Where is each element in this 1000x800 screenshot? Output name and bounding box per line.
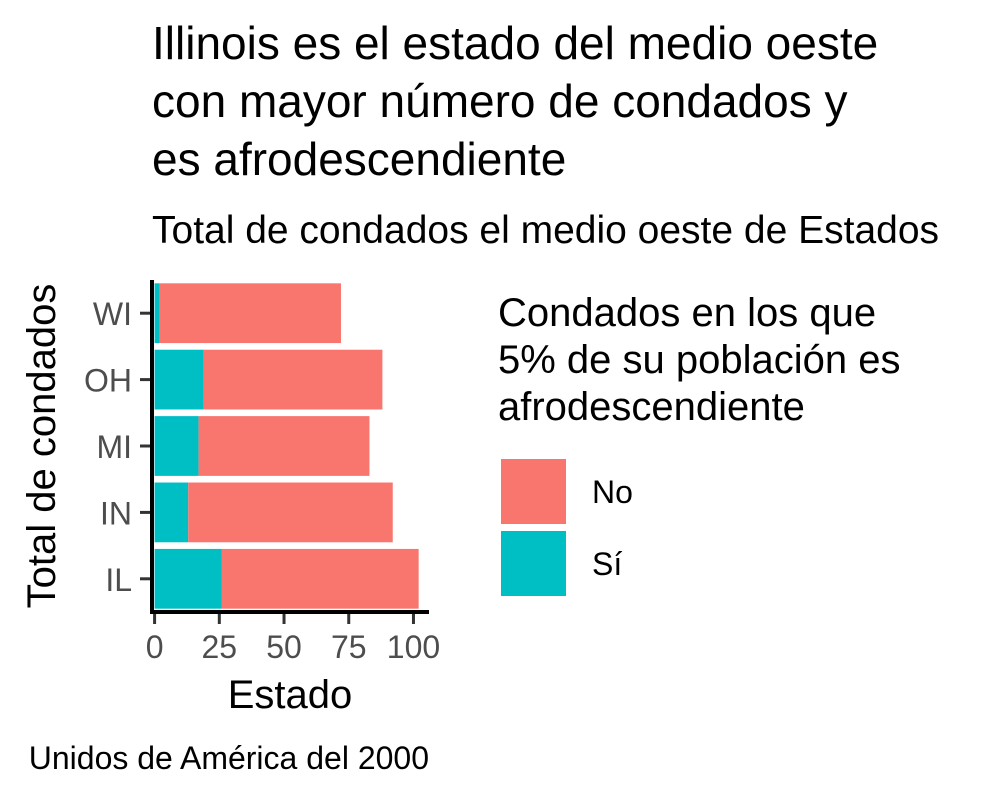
chart-title-line-3: es afrodescendiente: [152, 133, 567, 185]
bar-il-no: [221, 548, 419, 609]
x-tick-label-25: 25: [202, 629, 238, 665]
x-ticks-layer: 0 25 50 75 100: [146, 612, 440, 665]
legend-item-no: No: [498, 459, 901, 531]
legend-title-line-1: Condados en los que: [498, 291, 877, 335]
y-tick-label-mi: MI: [96, 429, 132, 465]
bar-il-si: [154, 548, 222, 609]
chart-subtitle: Total de condados el medio oeste de Esta…: [152, 209, 940, 252]
x-tick-label-100: 100: [387, 629, 440, 665]
bar-mi-si: [154, 416, 199, 476]
chart-title-line-2: con mayor número de condados y: [152, 75, 848, 127]
legend-key-no: [501, 459, 566, 524]
legend-title-line-2: 5% de su población es: [498, 338, 901, 382]
chart-title: Illinois es el estado del medio oeste co…: [152, 14, 1000, 188]
bar-mi-no: [198, 416, 370, 476]
chart-caption-text: Unidos de América del 2000: [28, 740, 429, 776]
bar-wi-si: [154, 283, 160, 344]
legend-item-si: Sí: [498, 531, 901, 603]
bar-in-si: [154, 482, 189, 543]
y-tick-label-il: IL: [105, 562, 132, 598]
legend-label-si: Sí: [592, 546, 623, 582]
bar-oh-no: [203, 349, 383, 410]
legend-key-si: [501, 531, 566, 596]
chart-title-line-1: Illinois es el estado del medio oeste: [152, 17, 879, 69]
x-tick-label-50: 50: [266, 629, 302, 665]
bar-wi-no: [159, 283, 341, 344]
legend-title-line-3: afrodescendiente: [498, 385, 805, 429]
y-tick-label-oh: OH: [84, 363, 132, 399]
y-tick-label-wi: WI: [93, 296, 132, 332]
chart-caption: Unidos de América del 2000: [0, 734, 429, 782]
y-axis-title: Total de condados: [20, 284, 64, 609]
legend: Condados en los que 5% de su población e…: [498, 290, 901, 603]
legend-label-no: No: [592, 474, 633, 510]
bars-layer: [154, 283, 419, 609]
legend-title: Condados en los que 5% de su población e…: [498, 290, 901, 431]
y-tick-label-in: IN: [100, 495, 132, 531]
x-axis-title: Estado: [228, 673, 353, 717]
bar-oh-si: [154, 349, 204, 410]
bar-in-no: [188, 482, 393, 543]
y-ticks-layer: IL IN MI OH WI: [84, 296, 152, 598]
x-tick-label-0: 0: [146, 629, 164, 665]
x-tick-label-75: 75: [331, 629, 367, 665]
